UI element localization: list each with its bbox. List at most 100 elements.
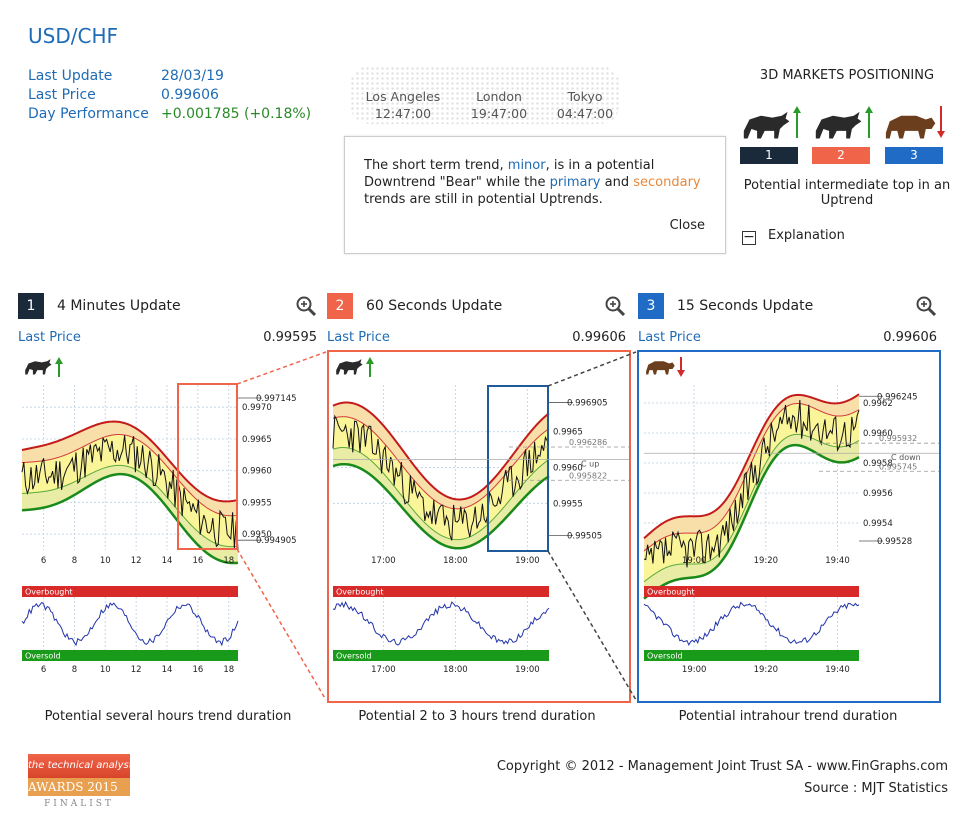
oscillator-line [332, 600, 550, 646]
overbought-bar [333, 586, 549, 597]
pair-title: USD/CHF [28, 24, 118, 48]
oscillator-line [643, 601, 860, 647]
award-logo: the technical analyst AWARDS 2015 FINALI… [28, 754, 130, 816]
overbought-label: Overbought [336, 588, 384, 597]
x-tick-label: 8 [72, 556, 77, 566]
arrow-down-icon [937, 106, 945, 138]
cross-label: C down [891, 453, 921, 462]
upper-band-line [21, 420, 239, 503]
zoom-in-icon[interactable] [605, 296, 625, 316]
explanation-label: Explanation [768, 228, 845, 243]
price-line [21, 435, 239, 550]
x-tick-label: 6 [41, 556, 46, 566]
panel-caption-3: Potential intrahour trend duration [678, 709, 898, 724]
level-label: 0.99528 [877, 537, 912, 547]
oversold-label: Oversold [647, 652, 683, 661]
award-line-1: the technical analyst [28, 754, 130, 778]
bull-icon [336, 359, 363, 375]
inner-red-line [332, 416, 550, 510]
x-tick-label: 10 [100, 556, 111, 566]
last-update-label: Last Update [28, 68, 113, 84]
positioning-description: Potential intermediate top in an Uptrend [743, 178, 951, 208]
connector [236, 351, 327, 385]
copyright: Copyright © 2012 - Management Joint Trus… [497, 756, 948, 800]
inner-green-line [643, 433, 860, 583]
x-tick-label: 17:00 [371, 556, 396, 566]
bear-icon [646, 361, 675, 375]
upper-zone [333, 402, 549, 509]
oversold-bar [644, 650, 859, 661]
arrow-up-icon [865, 106, 873, 138]
arrow-up-icon [55, 357, 63, 377]
chart-3: 0.9962 0.9960 0.9958 0.9956 0.9954 0.996245 0.… [643, 357, 939, 675]
zoom-in-icon[interactable] [296, 296, 316, 316]
lower-zone [333, 447, 549, 549]
connector [547, 351, 637, 387]
y-tick-label: 0.9958 [863, 459, 893, 469]
y-tick-label: 0.9962 [863, 399, 893, 409]
osc-x-tick-label: 19:00 [682, 665, 707, 675]
y-tick-label: 0.9960 [863, 429, 893, 439]
award-line-2: AWARDS 2015 [28, 778, 130, 796]
upper-band-line [643, 393, 860, 540]
positioning-badge-1: 1 [740, 147, 798, 164]
world-map [350, 66, 620, 124]
upper-zone [644, 394, 859, 551]
y-tick-label: 0.9955 [553, 499, 583, 509]
cross-label: C up [581, 460, 599, 469]
x-tick-label: 19:20 [754, 556, 779, 566]
last-price-label: Last Price [28, 87, 96, 103]
oversold-label: Oversold [336, 652, 372, 661]
day-performance-label: Day Performance [28, 106, 149, 122]
arrow-up-icon [793, 106, 801, 138]
explanation-toggle[interactable]: − Explanation [742, 228, 845, 245]
inner-green-line [21, 464, 239, 548]
level-label: 0.996245 [877, 392, 918, 402]
arrow-up-icon [366, 357, 374, 377]
overbought-bar [22, 586, 238, 597]
trend-message: The short term trend, minor, is in a pot… [364, 158, 701, 207]
bull-icon [743, 111, 790, 139]
y-tick-label: 0.9955 [242, 498, 272, 508]
clock-tokyo: Tokyo 04:47:00 [556, 89, 614, 121]
osc-x-tick-label: 19:40 [825, 665, 850, 675]
bull-icon [25, 359, 52, 375]
close-button[interactable]: Close [669, 218, 705, 233]
x-tick-label: 19:40 [825, 556, 850, 566]
positioning-icons [743, 106, 945, 139]
oversold-bar [333, 650, 549, 661]
zoom-in-icon[interactable] [916, 296, 936, 316]
panel-number-1: 1 [18, 293, 44, 319]
x-tick-label: 18 [223, 556, 234, 566]
panel-number-2: 2 [327, 293, 353, 319]
positioning-badge-2: 2 [812, 147, 870, 164]
osc-x-tick-label: 16 [192, 665, 203, 675]
copyright-text: Copyright © 2012 - Management Joint Trus… [496, 759, 948, 774]
overbought-label: Overbought [25, 588, 73, 597]
panel-last-price-label-2: Last Price [327, 330, 390, 345]
upper-zone [22, 421, 238, 516]
osc-x-tick-label: 14 [162, 665, 173, 675]
panel-last-price-value-2: 0.99606 [572, 330, 626, 345]
dashed-level-label: 0.995822 [569, 471, 607, 480]
trend-message-box: The short term trend, minor, is in a pot… [344, 136, 726, 254]
osc-x-tick-label: 18 [223, 665, 234, 675]
panel-title-3: 15 Seconds Update [677, 298, 814, 314]
x-tick-label: 12 [131, 556, 142, 566]
overbought-label: Overbought [647, 588, 695, 597]
clock-los-angeles: Los Angeles 12:47:00 [365, 89, 441, 121]
panel-last-price-value-3: 0.99606 [883, 330, 937, 345]
osc-x-tick-label: 8 [72, 665, 77, 675]
osc-x-tick-label: 12 [131, 665, 142, 675]
x-tick-label: 16 [192, 556, 203, 566]
y-tick-label: 0.9970 [242, 403, 272, 413]
panel-last-price-label-3: Last Price [638, 330, 701, 345]
panel-last-price-value-1: 0.99595 [263, 330, 317, 345]
source-text: Source : MJT Statistics [804, 781, 948, 796]
panel-frame-2 [327, 350, 631, 703]
bear-icon [885, 115, 936, 139]
level-label: 0.99505 [567, 532, 602, 542]
inner-red-line [21, 434, 239, 517]
y-tick-label: 0.9960 [553, 464, 583, 474]
osc-x-tick-label: 10 [100, 665, 111, 675]
